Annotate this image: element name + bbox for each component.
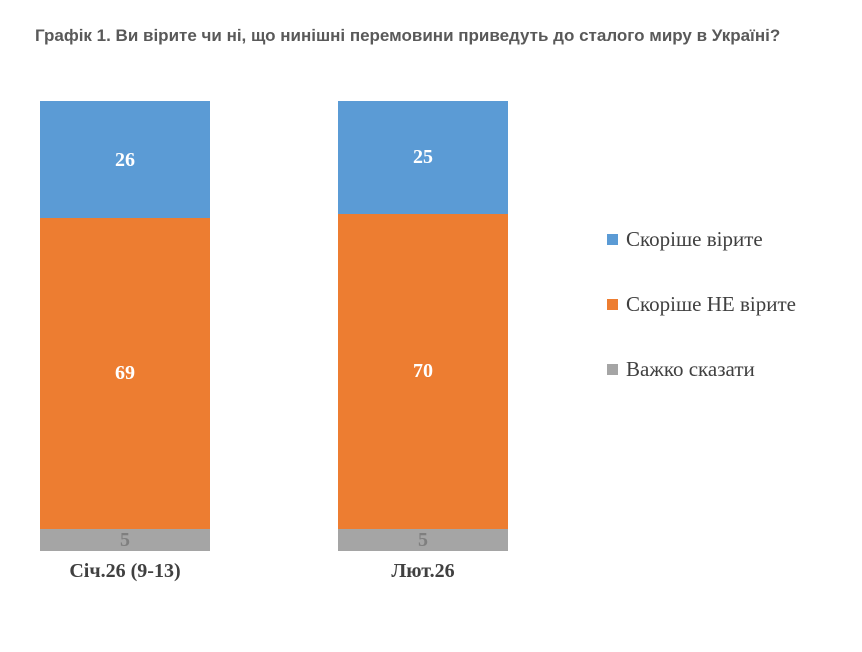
category-label: Лют.26	[391, 560, 455, 582]
stacked-bar: 26 69 5	[40, 101, 210, 551]
data-label: 69	[115, 362, 135, 385]
data-label: 5	[120, 528, 130, 551]
chart-title: Графік 1. Ви вірите чи ні, що нинішні пе…	[35, 26, 781, 45]
legend-item: Скоріше вірите	[607, 229, 796, 250]
data-label: 70	[413, 360, 433, 382]
legend-swatch-icon	[607, 364, 618, 375]
bar-segment: 26	[40, 101, 210, 218]
legend-swatch-icon	[607, 299, 618, 310]
data-label: 5	[418, 528, 428, 551]
stacked-bar: 25 70 5	[338, 101, 508, 551]
bar-segment: 70	[338, 213, 508, 529]
bar-segment: 69	[40, 218, 210, 529]
bar-segment: 5	[40, 528, 210, 551]
legend-label: Важко сказати	[626, 357, 755, 381]
data-label: 25	[413, 146, 433, 169]
legend-swatch-icon	[607, 234, 618, 245]
bar-segment: 5	[338, 528, 508, 551]
legend-label: Скоріше вірите	[626, 227, 763, 251]
legend: Скоріше вірите Скоріше НЕ вірите Важко ска…	[607, 229, 796, 380]
legend-item: Скоріше НЕ вірите	[607, 294, 796, 315]
category-label: Січ.26 (9-13)	[69, 560, 181, 582]
legend-label: Скоріше НЕ вірите	[626, 292, 796, 316]
legend-item: Важко сказати	[607, 359, 796, 380]
data-label: 26	[115, 148, 135, 171]
bar-segment: 25	[338, 101, 508, 214]
